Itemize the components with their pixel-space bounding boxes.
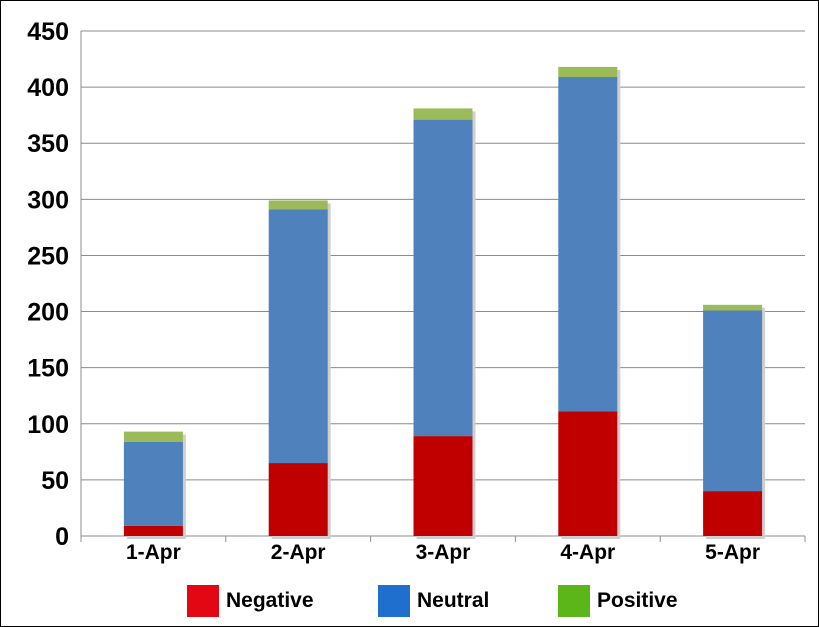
legend-label-neutral: Neutral [417, 589, 490, 612]
legend: Negative Neutral Positive [1, 583, 819, 619]
x-tick-label: 5-Apr [705, 541, 760, 564]
x-tick-label: 4-Apr [560, 541, 615, 564]
y-tick-label: 250 [27, 242, 69, 270]
x-tick-label: 3-Apr [416, 541, 471, 564]
bar-neutral-5-apr [703, 310, 763, 492]
bar-negative-5-apr [703, 491, 763, 536]
legend-swatch-positive [558, 585, 590, 617]
bar-negative-4-apr [558, 411, 618, 536]
bar-neutral-1-apr [123, 441, 183, 526]
bar-negative-1-apr [123, 525, 183, 536]
bar-positive-2-apr [268, 200, 328, 210]
legend-swatch-negative [187, 585, 219, 617]
y-tick-label: 200 [27, 299, 69, 327]
y-tick-label: 300 [27, 186, 69, 214]
x-tick-label: 1-Apr [126, 541, 181, 564]
bar-neutral-4-apr [558, 77, 618, 412]
y-tick-label: 0 [55, 523, 69, 551]
y-tick-label: 400 [27, 74, 69, 102]
bar-positive-1-apr [123, 431, 183, 442]
stacked-bar-chart: 0 50 100 150 200 250 300 350 400 450 1-Apr 2-Apr 3-A… [27, 18, 806, 564]
x-tick-label: 2-Apr [271, 541, 326, 564]
bar-neutral-2-apr [268, 209, 328, 464]
bar-negative-2-apr [268, 463, 328, 536]
legend-swatch-neutral [378, 585, 410, 617]
y-tick-label: 50 [41, 467, 69, 495]
y-tick-label: 100 [27, 411, 69, 439]
bar-negative-3-apr [413, 436, 473, 536]
legend-label-negative: Negative [226, 589, 314, 612]
bar-neutral-3-apr [413, 119, 473, 437]
y-tick-label: 150 [27, 355, 69, 383]
legend-label-positive: Positive [597, 589, 678, 612]
legend-item-neutral: Neutral [378, 583, 489, 619]
legend-item-negative: Negative [187, 583, 314, 619]
y-tick-label: 350 [27, 130, 69, 158]
legend-item-positive: Positive [558, 583, 678, 619]
bar-positive-4-apr [558, 66, 618, 78]
bar-positive-5-apr [703, 304, 763, 311]
bar-positive-3-apr [413, 108, 473, 120]
y-tick-label: 450 [27, 18, 69, 46]
